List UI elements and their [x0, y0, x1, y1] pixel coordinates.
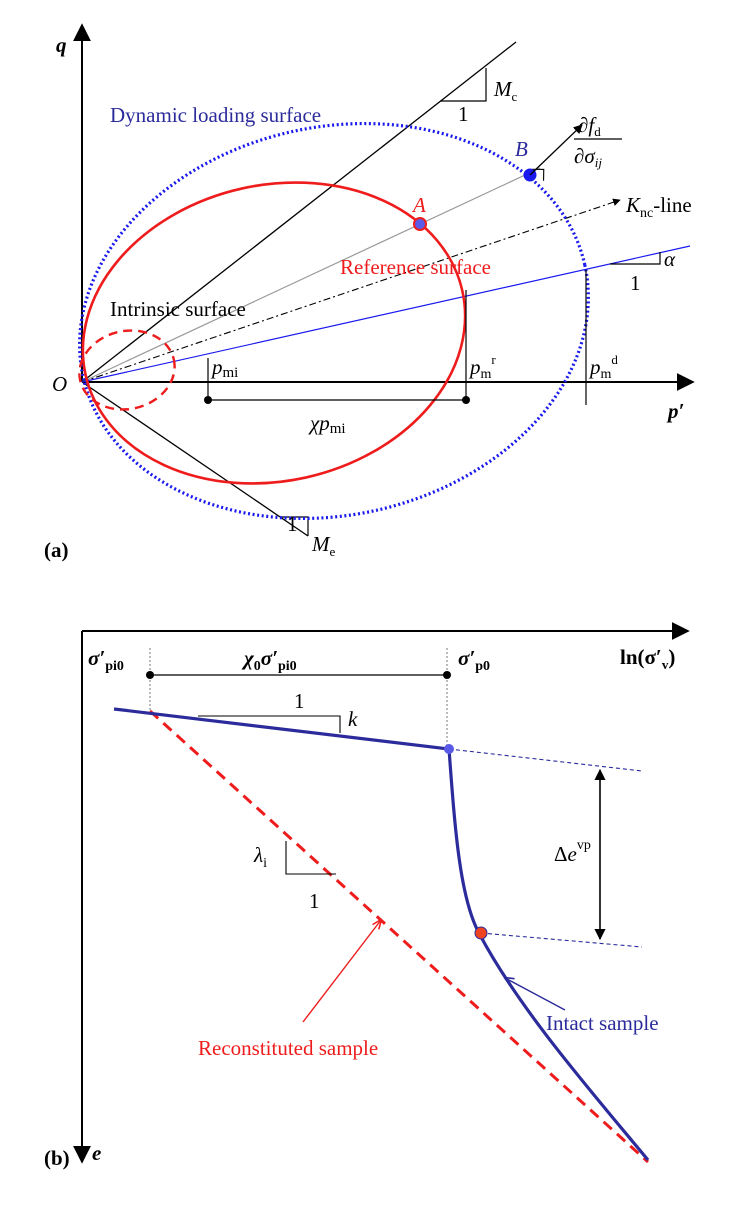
alpha-label: α [664, 247, 676, 271]
intrinsic-surface-label: Intrinsic surface [110, 297, 246, 321]
me-line [81, 381, 309, 537]
intact-curve [113, 707, 650, 1162]
dynamic-loading-surface [78, 121, 590, 521]
reference-surface [81, 181, 467, 485]
mc-slope-triangle [440, 68, 487, 102]
reference-surface-label: Reference surface [340, 255, 491, 279]
reconstituted-line [148, 709, 650, 1164]
reconstituted-pointer [302, 920, 381, 1023]
intact-sample-label: Intact sample [546, 1011, 659, 1035]
k-slope-triangle [198, 715, 341, 733]
spi0-label: σ′pi0 [88, 646, 124, 674]
p-axis-label: p′ [666, 399, 684, 423]
pmi-label: pmi [210, 355, 238, 381]
pmr-dot [462, 396, 470, 404]
panel-a: q p′ O Dynamic loading surface Reference… [44, 23, 695, 562]
gradient-numerator: ∂fd [578, 113, 601, 139]
pmd-label: pmd [588, 352, 618, 382]
current-point-marker [474, 926, 488, 940]
right-angle-mark [532, 168, 545, 181]
lnsigma-axis-label: ln(σ′v) [620, 645, 675, 672]
gradient-denominator: ∂σij [574, 144, 602, 170]
lambda-one-label: 1 [309, 889, 320, 913]
dynamic-surface-label: Dynamic loading surface [110, 103, 321, 127]
intrinsic-surface [78, 329, 176, 411]
chi-pmi-label: χpmi [308, 411, 346, 437]
point-a-label: A [411, 193, 426, 217]
panel-b: ln(σ′v) e σ′pi0 χ0σ′pi0 σ′p0 1 k λi 1 Δe… [44, 622, 690, 1170]
lambda-label: λi [253, 843, 267, 871]
alpha-one-label: 1 [630, 271, 641, 295]
panel-b-label: (b) [44, 1146, 70, 1170]
me-label: Me [311, 532, 336, 559]
spi0-dot [146, 671, 154, 679]
chi0-label: χ0σ′pi0 [241, 646, 297, 674]
me-one-label: 1 [287, 512, 298, 536]
alpha-line [81, 245, 691, 383]
alpha-slope-triangle [610, 252, 661, 265]
mc-line [81, 41, 517, 383]
k-one-label: 1 [294, 689, 305, 713]
q-axis-label: q [56, 33, 67, 57]
stress-ratio-line [81, 167, 541, 383]
lambda-slope-triangle [285, 841, 336, 875]
knc-line [81, 198, 621, 383]
mc-one-label: 1 [458, 102, 469, 126]
sp0-label: σ′p0 [458, 646, 490, 674]
lower-extension [480, 932, 643, 948]
gradient-arrow [529, 124, 583, 176]
origin-label: O [52, 372, 67, 396]
pmr-label: pmr [468, 352, 496, 382]
yield-point-marker [444, 744, 454, 754]
recompression-extension [448, 748, 643, 772]
point-a-marker [413, 217, 427, 231]
intact-pointer [505, 978, 566, 1011]
point-b-label: B [515, 137, 528, 161]
knc-line-label: Knc-line [625, 193, 692, 221]
mc-label: Mc [493, 77, 518, 104]
k-label: k [348, 707, 358, 731]
panel-a-label: (a) [44, 538, 69, 562]
e-axis-label: e [92, 1141, 101, 1165]
delta-e-label: Δevp [554, 838, 591, 866]
reconstituted-sample-label: Reconstituted sample [198, 1036, 378, 1060]
pmi-dot [204, 396, 212, 404]
sp0-dot [443, 671, 451, 679]
